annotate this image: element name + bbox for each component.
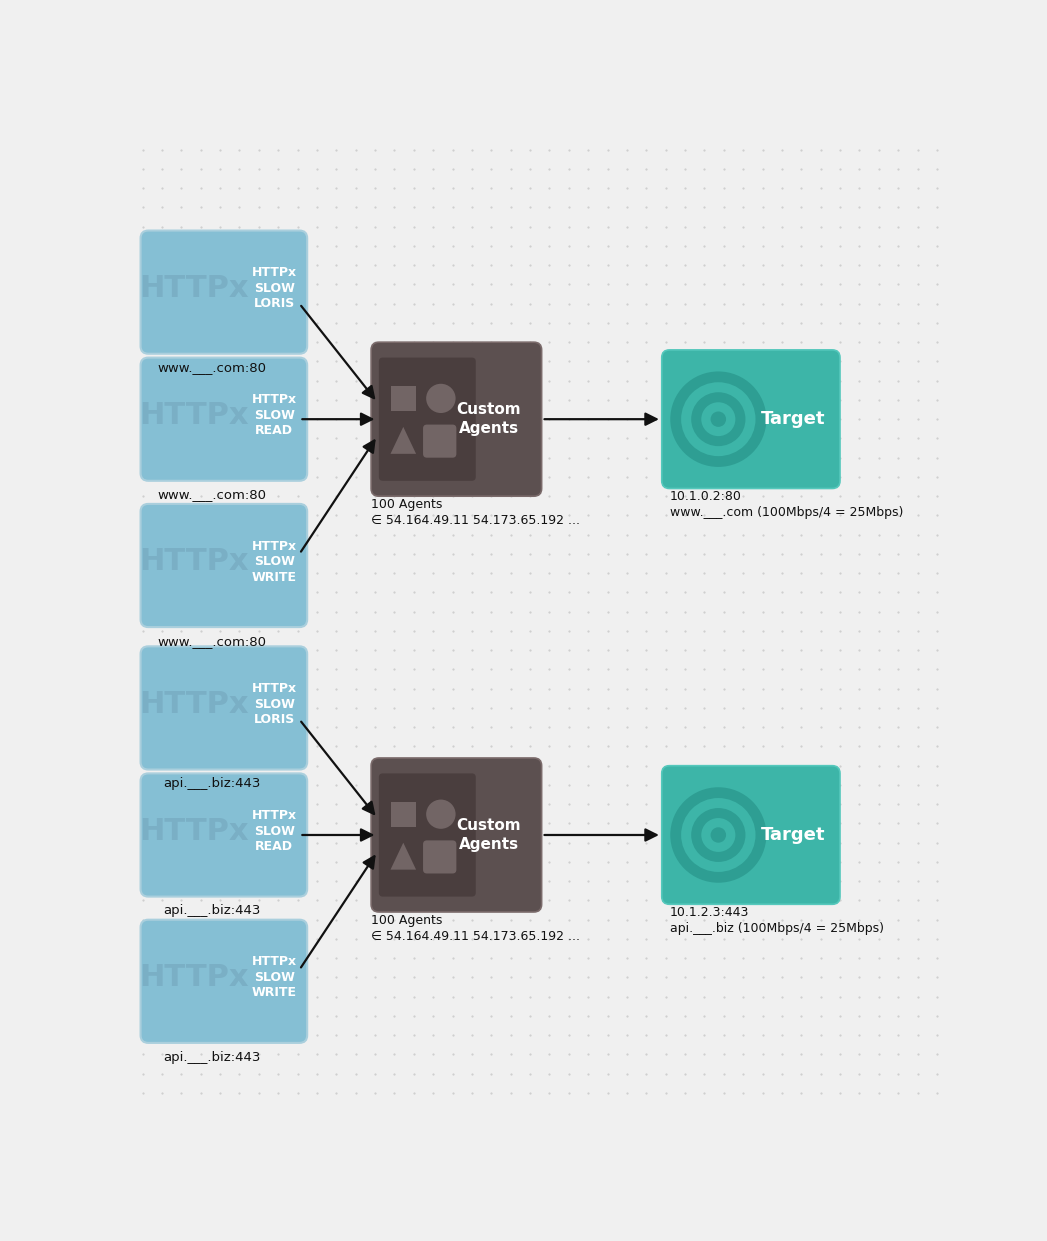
FancyBboxPatch shape: [391, 802, 416, 828]
FancyBboxPatch shape: [391, 386, 416, 412]
Text: HTTPx: HTTPx: [139, 401, 249, 429]
Text: HTTPx
SLOW
WRITE: HTTPx SLOW WRITE: [251, 540, 296, 583]
Text: 100 Agents
∈ 54.164.49.11 54.173.65.192 ...: 100 Agents ∈ 54.164.49.11 54.173.65.192 …: [371, 913, 580, 942]
Circle shape: [701, 402, 735, 436]
Text: api.___.biz:443: api.___.biz:443: [163, 1051, 261, 1064]
Text: HTTPx: HTTPx: [139, 547, 249, 576]
Circle shape: [682, 382, 756, 457]
Text: 100 Agents
∈ 54.164.49.11 54.173.65.192 ...: 100 Agents ∈ 54.164.49.11 54.173.65.192 …: [371, 498, 580, 526]
Text: www.___.com:80: www.___.com:80: [158, 635, 267, 648]
Polygon shape: [391, 843, 416, 870]
Text: api.___.biz:443: api.___.biz:443: [163, 777, 261, 791]
Circle shape: [682, 798, 756, 872]
FancyBboxPatch shape: [140, 920, 307, 1042]
FancyBboxPatch shape: [423, 840, 456, 874]
Text: Custom
Agents: Custom Agents: [456, 402, 521, 436]
FancyBboxPatch shape: [140, 647, 307, 769]
Text: HTTPx
SLOW
LORIS: HTTPx SLOW LORIS: [251, 683, 296, 726]
Circle shape: [711, 412, 726, 427]
FancyBboxPatch shape: [371, 758, 541, 912]
Circle shape: [670, 787, 766, 882]
Polygon shape: [391, 427, 416, 454]
Circle shape: [691, 808, 745, 862]
FancyBboxPatch shape: [379, 773, 475, 896]
Text: HTTPx: HTTPx: [139, 817, 249, 845]
Text: Target: Target: [761, 411, 826, 428]
Text: HTTPx
SLOW
LORIS: HTTPx SLOW LORIS: [251, 267, 296, 310]
Text: HTTPx
SLOW
READ: HTTPx SLOW READ: [251, 393, 296, 437]
FancyBboxPatch shape: [423, 424, 456, 458]
Text: api.___.biz:443: api.___.biz:443: [163, 905, 261, 917]
Circle shape: [426, 799, 455, 829]
Circle shape: [711, 828, 726, 843]
Circle shape: [426, 383, 455, 413]
Text: www.___.com:80: www.___.com:80: [158, 489, 267, 501]
FancyBboxPatch shape: [140, 231, 307, 354]
Text: Target: Target: [761, 827, 826, 844]
FancyBboxPatch shape: [140, 504, 307, 627]
FancyBboxPatch shape: [140, 357, 307, 480]
FancyBboxPatch shape: [140, 773, 307, 896]
FancyBboxPatch shape: [662, 350, 840, 489]
Text: HTTPx: HTTPx: [139, 963, 249, 992]
Circle shape: [670, 371, 766, 467]
Text: 10.1.0.2:80
www.___.com (100Mbps/4 = 25Mbps): 10.1.0.2:80 www.___.com (100Mbps/4 = 25M…: [669, 490, 903, 519]
Text: HTTPx
SLOW
WRITE: HTTPx SLOW WRITE: [251, 956, 296, 999]
Text: HTTPx
SLOW
READ: HTTPx SLOW READ: [251, 809, 296, 853]
FancyBboxPatch shape: [662, 766, 840, 905]
Text: 10.1.2.3:443
api.___.biz (100Mbps/4 = 25Mbps): 10.1.2.3:443 api.___.biz (100Mbps/4 = 25…: [669, 906, 884, 934]
Circle shape: [691, 392, 745, 447]
Text: HTTPx: HTTPx: [139, 274, 249, 303]
FancyBboxPatch shape: [379, 357, 475, 480]
Circle shape: [701, 818, 735, 851]
Text: www.___.com:80: www.___.com:80: [158, 361, 267, 375]
Text: Custom
Agents: Custom Agents: [456, 818, 521, 851]
Text: HTTPx: HTTPx: [139, 690, 249, 719]
FancyBboxPatch shape: [371, 343, 541, 496]
